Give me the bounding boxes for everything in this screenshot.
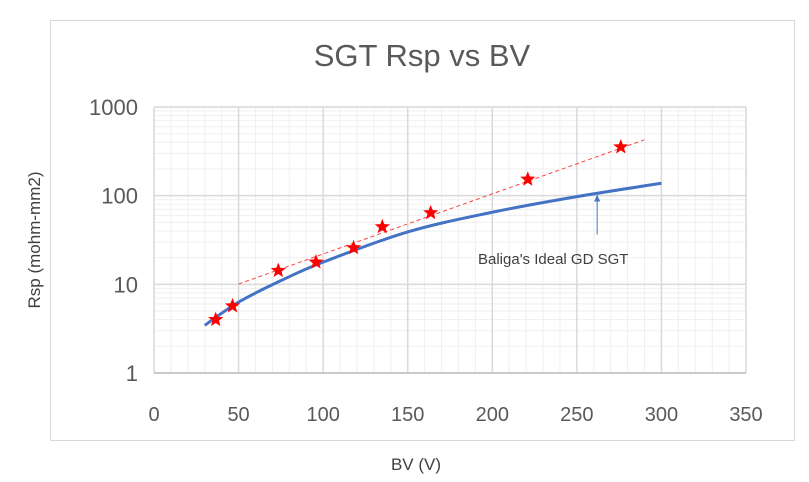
x-tick-label: 100 — [306, 404, 339, 426]
data-point-star — [613, 139, 629, 154]
x-tick-label: 300 — [645, 404, 678, 426]
y-tick-label: 10 — [114, 272, 138, 297]
axes: 0 50 100 150 200 250 300 350 1 10 100 1000 — [89, 95, 763, 426]
y-tick-label: 1000 — [89, 95, 138, 120]
data-point-star — [224, 298, 241, 313]
x-tick-label: 0 — [148, 404, 159, 426]
data-point-star — [308, 254, 324, 269]
chart-title: SGT Rsp vs BV — [314, 38, 531, 73]
y-tick-label: 1 — [126, 361, 138, 386]
data-point-star — [270, 262, 286, 277]
arrow-head-icon — [594, 194, 601, 202]
data-point-star — [208, 311, 224, 327]
chart-frame — [50, 20, 795, 441]
trendline — [238, 139, 645, 285]
data-point-star — [346, 239, 362, 255]
ideal-sgt-curve — [203, 181, 662, 327]
grid — [153, 106, 747, 374]
data-point-star — [374, 218, 390, 234]
x-tick-label: 50 — [227, 404, 249, 426]
data-point-star — [423, 204, 439, 220]
marks — [203, 139, 662, 327]
x-tick-label: 350 — [729, 404, 762, 426]
x-axis-title: BV (V) — [391, 455, 441, 474]
data-point-star — [520, 171, 536, 186]
annotation-label: Baliga's Ideal GD SGT — [478, 251, 628, 268]
x-tick-label: 250 — [560, 404, 593, 426]
x-tick-label: 200 — [476, 404, 509, 426]
y-tick-label: 100 — [101, 184, 138, 209]
x-tick-label: 150 — [391, 404, 424, 426]
y-axis-title: Rsp (mohm-mm2) — [25, 172, 44, 309]
